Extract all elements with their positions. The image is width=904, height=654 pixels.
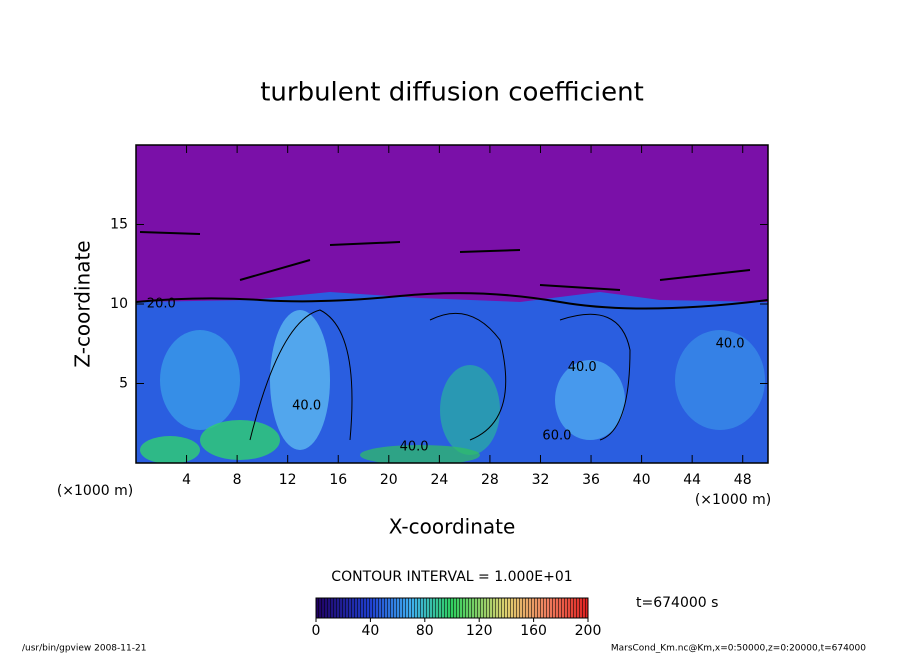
x-tick-label: 8	[233, 472, 242, 488]
x-tick-label: 48	[734, 472, 752, 488]
time-label: t=674000 s	[636, 595, 718, 611]
plume	[200, 420, 280, 460]
footer-left: /usr/bin/gpview 2008-11-21	[22, 644, 146, 654]
x-tick-label: 28	[481, 472, 499, 488]
plume	[360, 445, 480, 463]
plume	[270, 310, 330, 450]
contour	[249, 309, 631, 441]
x-tick-label: 44	[683, 472, 701, 488]
x-tick-label: 4	[182, 472, 191, 488]
plume	[440, 365, 500, 455]
contour-label: 40.0	[568, 360, 597, 375]
x-axis-label: X-coordinate	[389, 515, 516, 539]
contour	[136, 292, 768, 310]
colorbar-frame	[315, 597, 589, 619]
contour-label: 40.0	[716, 336, 745, 351]
colorbar-tick-label: 80	[416, 623, 434, 639]
x-unit-right: (×1000 m)	[695, 492, 771, 508]
x-tick-label: 32	[532, 472, 550, 488]
y-axis-label: Z-coordinate	[71, 240, 95, 367]
field	[136, 145, 768, 463]
contour-label: 60.0	[542, 428, 571, 443]
colorbar-tick-label: 160	[520, 623, 547, 639]
plume	[675, 330, 765, 430]
x-tick-label: 12	[279, 472, 297, 488]
plume	[140, 436, 200, 463]
x-tick-label: 40	[633, 472, 651, 488]
x-tick-label: 36	[582, 472, 600, 488]
colorbar-tick-label: 0	[312, 623, 321, 639]
x-tick-label: 24	[430, 472, 448, 488]
x-tick-label: 16	[329, 472, 347, 488]
colorbar-tick-label: 120	[466, 623, 493, 639]
contour-label: 40.0	[400, 440, 429, 455]
y-tick-label: 15	[110, 217, 128, 233]
footer-right: MarsCond_Km.nc@Km,x=0:50000,z=0:20000,t=…	[611, 644, 866, 654]
colorbar-tick-label: 40	[361, 623, 379, 639]
contour-interval: CONTOUR INTERVAL = 1.000E+01	[331, 569, 572, 585]
colorbar-tick-label: 200	[575, 623, 602, 639]
contour-label: 20.0	[147, 297, 176, 312]
x-unit-left: (×1000 m)	[57, 483, 133, 499]
chart-title: turbulent diffusion coefficient	[260, 78, 644, 108]
plume	[160, 330, 240, 430]
y-tick-label: 10	[110, 296, 128, 312]
contour	[139, 231, 751, 291]
contour-label: 40.0	[292, 398, 321, 413]
x-tick-label: 20	[380, 472, 398, 488]
plume	[555, 360, 625, 440]
y-tick-label: 5	[119, 376, 128, 392]
